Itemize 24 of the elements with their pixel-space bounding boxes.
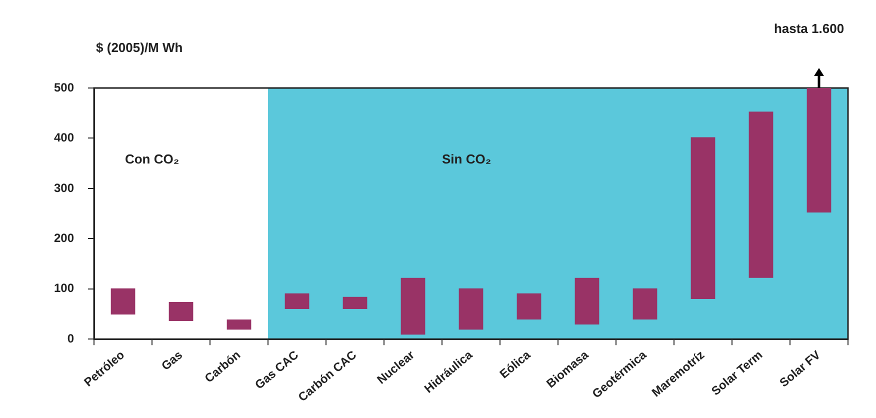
y-tick-label: 0: [67, 331, 74, 346]
bar: [574, 278, 600, 325]
y-tick-label: 500: [54, 80, 74, 94]
bar: [284, 293, 310, 309]
annotation: Con CO₂: [124, 151, 180, 166]
y-tick-label: 400: [54, 130, 74, 145]
x-tick-label: Gas: [158, 348, 186, 374]
y-tick-label: 100: [54, 281, 74, 296]
bar: [342, 296, 368, 309]
bar: [110, 288, 136, 315]
y-tick-label: 200: [54, 230, 74, 245]
bar: [806, 88, 832, 213]
bar: [168, 302, 194, 322]
bar: [226, 320, 252, 330]
bar: [632, 288, 658, 320]
bar: [516, 293, 542, 320]
bar: [458, 288, 484, 330]
bar: [748, 112, 774, 278]
bar: [400, 278, 426, 335]
y-tick-label: 300: [54, 180, 74, 195]
text: hasta 1.600: [774, 20, 844, 36]
annotation: Sin CO₂: [442, 151, 492, 166]
bar: [690, 137, 716, 299]
y-axis-title: $ (2005)/M Wh: [96, 40, 183, 55]
